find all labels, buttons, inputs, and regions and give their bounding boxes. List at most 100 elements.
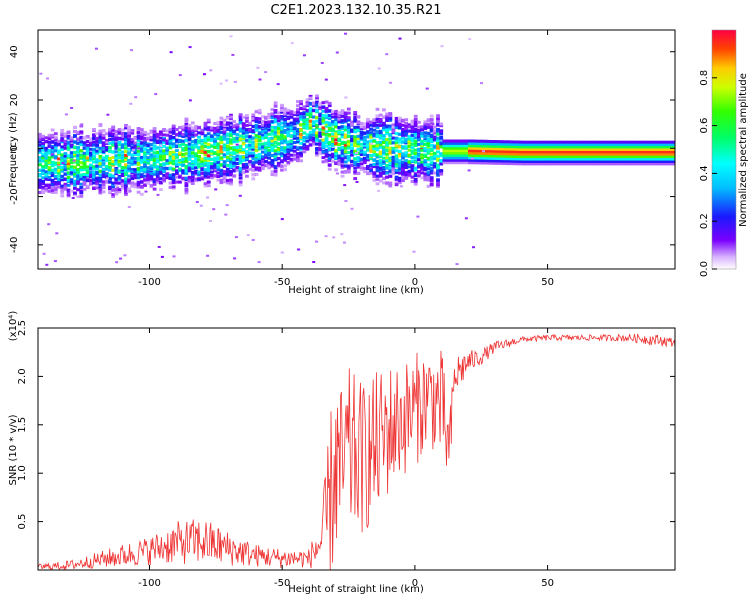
spectrogram-cell [324,100,329,104]
spectrogram-cell [343,143,348,147]
spectrogram-cell [69,136,74,140]
spectrogram-cell [308,113,313,117]
spectrogram-cell [420,142,424,146]
spectrogram-cell [566,155,571,159]
spectrogram-cell [442,161,447,165]
spectrogram-cell [620,145,625,149]
spectrogram-speckle [482,150,485,153]
spectrogram-cell [283,118,287,121]
spectrogram-cell [315,116,319,120]
spectrogram-cell [601,145,606,149]
spectrogram-cell [620,150,625,154]
spectrogram-cell [541,145,545,149]
spectrogram-cell [442,151,447,155]
spectrogram-speckle [129,102,133,105]
spectrogram-cell [480,161,485,165]
spectrogram-cell [372,158,377,162]
spectrogram-cell [417,133,421,137]
spectrogram-cell [111,125,116,129]
spectrogram-cell [538,143,542,147]
spectrogram-cell [337,142,342,146]
spectrogram-cell [296,139,300,143]
spectrogram-cell [175,169,179,173]
spectrogram-cell [448,149,453,153]
spectrogram-speckle [119,257,123,260]
spectrogram-cell [292,111,297,115]
spectrogram-cell [197,165,201,169]
spectrogram-cell [114,162,119,166]
spectrogram-cell [448,153,453,157]
spectrogram-cell [595,160,600,163]
spectrogram-cell [124,157,128,161]
spectrogram-cell [283,124,287,128]
spectrogram-cell [38,148,42,152]
spectrogram-cell [108,141,112,145]
spectrogram-cell [210,162,214,165]
spectrogram-cell [66,167,71,171]
spectrogram-cell [343,150,348,154]
spectrogram-cell [340,130,345,134]
spectrogram-cell [423,163,428,166]
spectrogram-cell [190,133,195,137]
spectrogram-cell [455,156,459,160]
spectrogram-cell [420,160,424,164]
spectrogram-cell [98,154,103,158]
spectrogram-cell [171,145,176,148]
spectrogram-cell [321,109,326,113]
spectrogram-cell [468,153,472,157]
spectrogram-cell [649,160,654,163]
spectrogram-cell [662,162,667,166]
spectrogram-cell [346,169,351,173]
spectrogram-cell [627,140,631,144]
spectrogram-speckle [377,189,381,192]
spectrogram-cell [579,143,584,147]
spectrogram-cell [168,185,173,189]
spectrogram-cell [95,167,100,171]
spectrogram-cell [394,157,399,161]
spectrogram-cell [601,140,606,144]
spectrogram-cell [528,140,533,144]
spectrogram-cell [66,164,71,168]
spectrogram-cell [92,160,96,164]
spectrogram-cell [550,155,555,159]
spectrogram-cell [41,165,45,169]
spectrogram-cell [82,164,87,167]
spectrogram-cell [206,180,211,184]
spectrogram-cell [159,188,163,192]
spectrogram-cell [292,157,297,161]
spectrogram-cell [598,152,603,156]
spectrogram-cell [458,151,463,155]
spectrogram-cell [534,150,539,154]
spectrogram-ytick-label: 20 [9,94,20,107]
spectrogram-cell [582,140,587,144]
spectrogram-cell [41,170,45,174]
spectrogram-cell [276,142,281,146]
spectrogram-cell [630,157,635,161]
spectrogram-cell [404,140,409,144]
spectrogram-cell [331,127,335,131]
spectrogram-cell [149,149,154,153]
spectrogram-cell [162,138,166,142]
spectrogram-cell [649,155,654,159]
spectrogram-cell [89,171,93,175]
spectrogram-cell [429,182,434,186]
spectrogram-cell [66,154,71,158]
spectrogram-cell [95,177,100,181]
spectrogram-cell [423,122,428,126]
spectrogram-cell [582,145,587,149]
spectrogram-cell [194,133,198,137]
spectrogram-cell [378,143,383,147]
spectrogram-cell [89,182,93,186]
spectrogram-cell [334,149,338,153]
spectrogram-cell [286,143,291,147]
spectrogram-cell [413,136,418,140]
spectrogram-cell [410,151,415,155]
spectrogram-cell [38,183,42,187]
spectrogram-cell [518,147,523,151]
spectrogram-cell [385,181,389,185]
spectrogram-cell [340,119,345,123]
spectrogram-cell [273,149,278,153]
spectrogram-cell [124,186,128,189]
spectrogram-cell [69,180,74,184]
spectrogram-cell [566,152,571,156]
